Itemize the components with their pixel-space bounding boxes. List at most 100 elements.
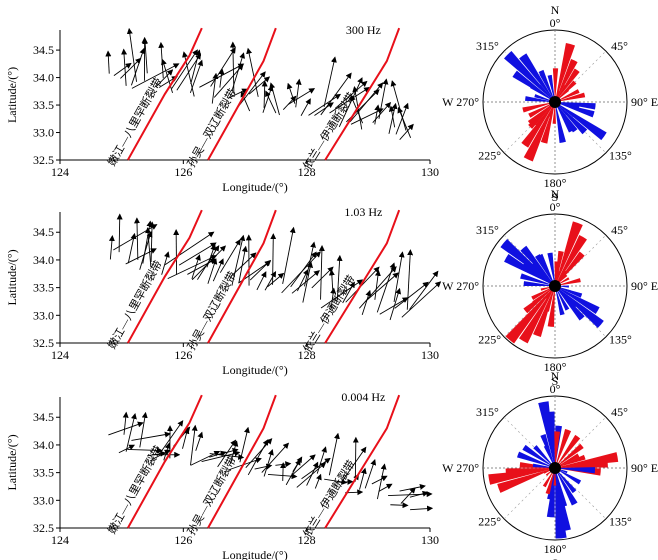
induction-arrow [239, 426, 250, 463]
rose-petal [538, 69, 555, 102]
rose-petal [538, 401, 555, 468]
fault-line [207, 209, 277, 344]
rose-petal [527, 102, 555, 125]
induction-arrow [237, 71, 266, 108]
rose-label-w: W 270° [442, 461, 479, 475]
x-tick-label: 128 [298, 533, 316, 547]
rose-petal [548, 439, 555, 468]
fault-label: 嫩江—八里罕断裂带 [104, 258, 164, 351]
induction-arrow [371, 475, 388, 485]
induction-arrow [388, 102, 398, 134]
fault-label: 孙吴—双辽断裂带 [184, 269, 239, 353]
rose-petal [531, 286, 555, 301]
induction-arrow [269, 82, 280, 116]
x-tick-label: 126 [174, 165, 192, 179]
x-tick-label: 126 [174, 348, 192, 362]
induction-arrow [249, 259, 272, 281]
rose-petal [555, 468, 582, 485]
induction-arrow [311, 266, 334, 289]
fault-label: 嫩江—八里罕断裂带 [104, 443, 164, 536]
rose-petal [555, 468, 577, 494]
fault-line [126, 27, 203, 161]
rose-petal [555, 452, 619, 468]
y-tick-label: 34.0 [33, 253, 54, 267]
rose-label-s: S [552, 190, 559, 204]
rose-label-n: N [551, 3, 560, 17]
x-tick-label: 128 [298, 165, 316, 179]
induction-arrow [125, 412, 137, 452]
induction-arrow [131, 63, 180, 89]
y-tick-label: 32.5 [33, 153, 54, 167]
rose-petal [522, 261, 555, 286]
rose-petal [545, 468, 555, 495]
rose-petal [533, 445, 555, 468]
rose-petal [555, 43, 576, 102]
induction-arrow [256, 271, 267, 291]
induction-arrow [206, 244, 216, 268]
rose-label-315: 315° [476, 223, 499, 237]
rose-petal [500, 239, 555, 286]
rose-petal [535, 102, 555, 128]
rose-diagram-b: N0°180°S90° EW 270°45°135°225°315° [442, 187, 658, 388]
induction-arrow [127, 232, 137, 264]
rose-label-e: 90° E [631, 279, 658, 293]
rose-petal [522, 444, 555, 468]
induction-arrow [341, 446, 367, 483]
rose-label-180: 180° [544, 360, 567, 374]
rose-petal [555, 286, 570, 311]
induction-arrow [246, 47, 259, 97]
rose-petal [555, 102, 595, 118]
induction-arrow [378, 483, 393, 492]
rose-label-w: W 270° [442, 95, 479, 109]
rose-petal [555, 286, 565, 316]
induction-arrow [139, 411, 148, 448]
induction-arrow [270, 233, 277, 285]
x-tick-label: 124 [51, 533, 69, 547]
x-tick-label: 126 [174, 533, 192, 547]
induction-arrow [228, 457, 262, 471]
rose-center [549, 96, 561, 108]
frequency-label: 300 Hz [346, 23, 381, 37]
fault-line [324, 27, 401, 161]
y-tick-label: 33.5 [33, 98, 54, 112]
y-tick-label: 32.5 [33, 336, 54, 350]
rose-label-0: 0° [550, 200, 561, 214]
induction-arrow [378, 78, 389, 119]
rose-petal [555, 459, 608, 468]
rose-petal [555, 102, 596, 110]
rose-label-45: 45° [611, 405, 628, 419]
induction-arrow [108, 421, 144, 436]
induction-arrow [142, 37, 149, 74]
rose-petal [519, 53, 555, 102]
rose-petal [555, 221, 583, 286]
rose-petal [555, 89, 580, 102]
induction-arrow [265, 90, 277, 114]
rose-petal [519, 286, 555, 344]
x-axis-label: Longitude/(°) [222, 180, 287, 194]
induction-arrow [314, 473, 322, 489]
induction-arrow [127, 447, 163, 454]
rose-label-315: 315° [476, 39, 499, 53]
induction-arrow [393, 251, 405, 303]
induction-arrow [329, 86, 371, 114]
induction-arrow [409, 270, 439, 310]
induction-arrow [390, 502, 409, 509]
induction-arrow [304, 241, 316, 287]
induction-arrow [161, 58, 173, 93]
x-tick-label: 128 [298, 348, 316, 362]
induction-arrow [330, 287, 337, 310]
induction-arrow [410, 505, 434, 512]
x-tick-label: 124 [51, 165, 69, 179]
induction-arrow [261, 442, 290, 473]
induction-arrow [190, 424, 198, 466]
fault-line [126, 394, 203, 529]
panel-b: 124 126 128 130 32.5 33.0 33.5 34.0 34.5 Longitud… [5, 205, 442, 377]
rose-label-n: N [551, 369, 560, 383]
rose-petal [555, 453, 580, 468]
y-tick-label: 34.5 [33, 43, 54, 57]
induction-arrow [164, 231, 215, 266]
induction-arrow [282, 226, 296, 284]
rose-center [549, 462, 561, 474]
rose-label-s: S [552, 374, 559, 388]
